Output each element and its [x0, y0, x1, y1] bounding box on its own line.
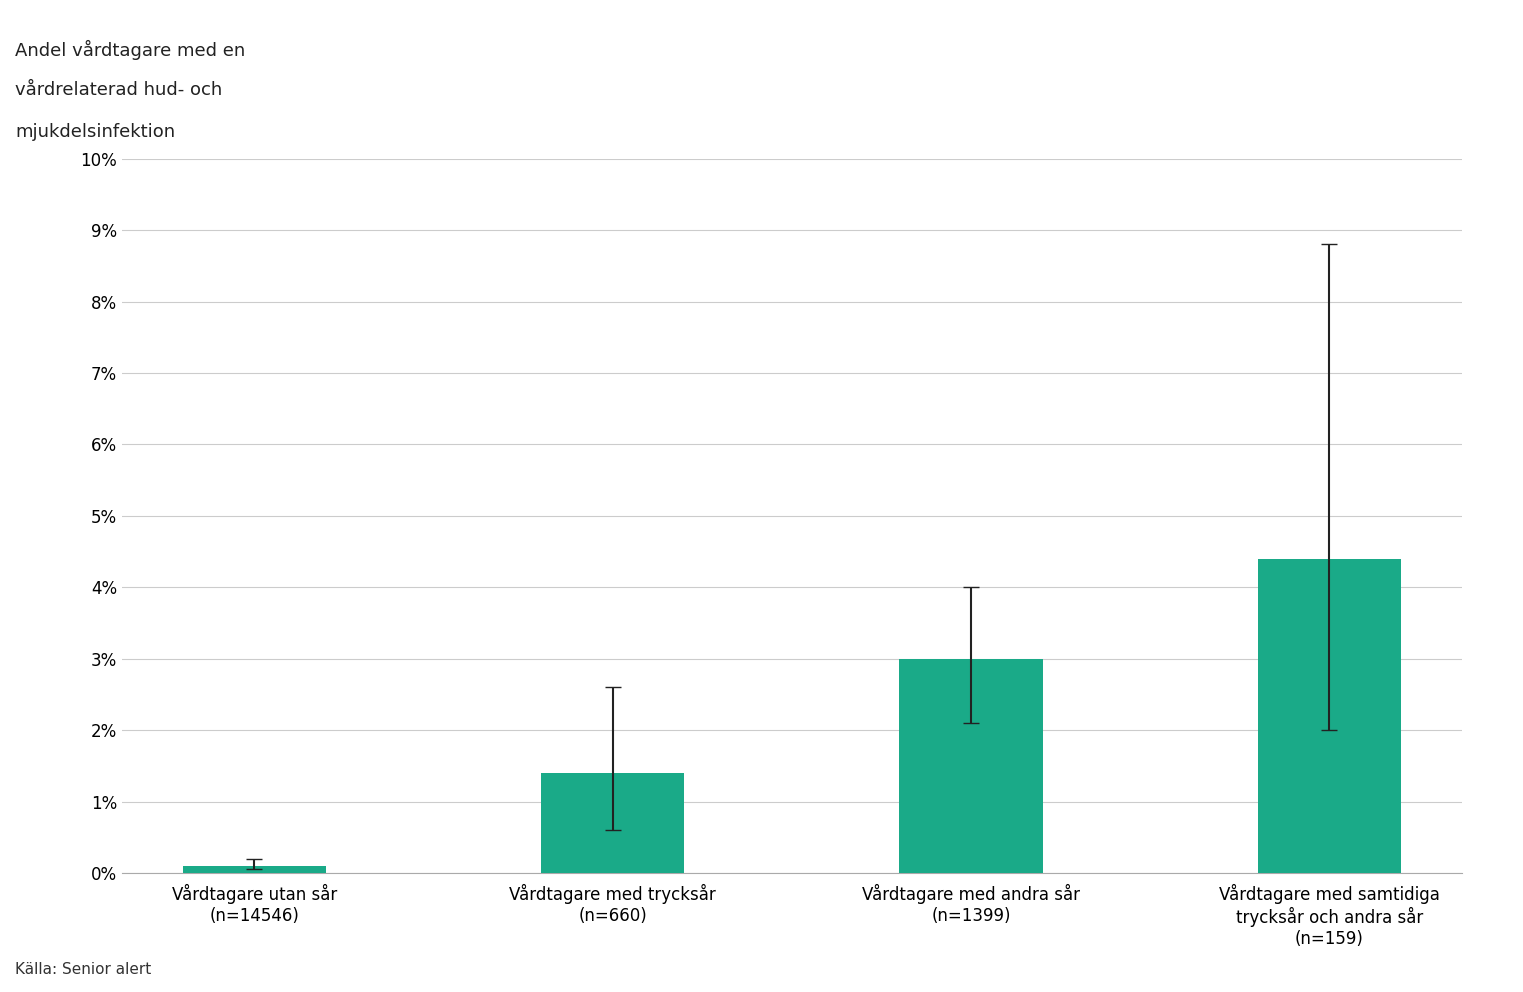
Bar — [1258, 558, 1401, 873]
Bar — [183, 866, 326, 873]
Text: Källa: Senior alert: Källa: Senior alert — [15, 962, 151, 977]
Text: mjukdelsinfektion: mjukdelsinfektion — [15, 123, 175, 141]
Bar — [900, 659, 1043, 873]
Text: vårdrelaterad hud- och: vårdrelaterad hud- och — [15, 81, 222, 99]
Text: Andel vårdtagare med en: Andel vårdtagare med en — [15, 40, 245, 60]
Bar — [541, 773, 684, 873]
